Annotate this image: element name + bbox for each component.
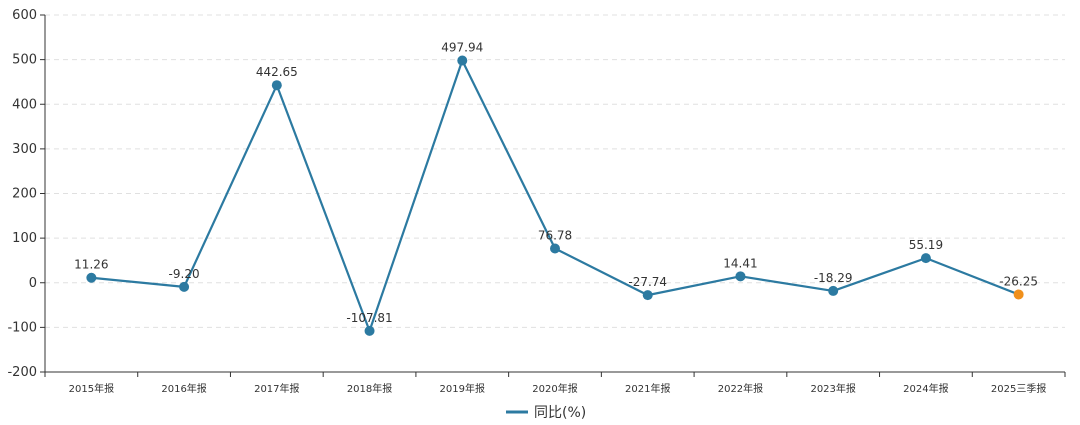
legend-label: 同比(%)	[534, 405, 586, 421]
data-point[interactable]	[86, 272, 97, 283]
data-label: -27.74	[628, 275, 667, 289]
series-line	[91, 59, 1020, 332]
data-label: -107.81	[346, 311, 392, 325]
legend[interactable]: 同比(%)	[506, 405, 586, 421]
data-point[interactable]	[920, 253, 931, 264]
y-tick-label: 400	[12, 97, 37, 112]
x-tick-label: 2024年报	[903, 382, 948, 395]
x-tick-label: 2025三季报	[991, 382, 1046, 395]
data-point[interactable]	[457, 55, 468, 66]
data-point[interactable]	[1013, 289, 1024, 300]
data-point[interactable]	[828, 285, 839, 296]
series-line-group	[86, 55, 1024, 336]
data-label: 11.26	[74, 258, 108, 272]
data-label: 76.78	[538, 228, 572, 242]
x-tick-label: 2023年报	[810, 382, 855, 395]
axes: 600 500 400 300 200 100 0 -100 -200 2015年报 2016年报 2…	[7, 8, 1066, 395]
data-point[interactable]	[550, 243, 560, 254]
data-point[interactable]	[271, 80, 282, 91]
y-tick-label: -100	[7, 320, 37, 335]
x-tick-label: 2019年报	[440, 382, 485, 395]
data-label: 55.19	[909, 238, 943, 252]
x-tick-label: 2017年报	[254, 382, 299, 395]
data-label: -18.29	[814, 271, 853, 285]
x-tick-label: 2016年报	[161, 382, 206, 395]
data-point[interactable]	[642, 290, 653, 301]
data-label: -26.25	[999, 274, 1038, 288]
x-tick-label: 2022年报	[718, 382, 763, 395]
y-tick-label: 100	[12, 231, 37, 246]
grid-lines	[45, 14, 1065, 328]
x-tick-label: 2021年报	[625, 382, 670, 395]
data-label: -9.20	[169, 267, 200, 281]
x-tick-label: 2018年报	[347, 382, 392, 395]
y-tick-label: 300	[12, 142, 37, 157]
y-tick-label: -200	[7, 365, 37, 380]
data-point[interactable]	[364, 325, 375, 336]
x-tick-label: 2015年报	[69, 382, 114, 395]
y-tick-label: 500	[12, 53, 37, 68]
y-tick-label: 600	[12, 8, 37, 23]
x-tick-label: 2020年报	[532, 382, 577, 395]
data-label: 497.94	[441, 41, 483, 55]
data-point[interactable]	[735, 271, 746, 282]
data-label: 14.41	[723, 256, 757, 270]
data-label: 442.65	[256, 65, 298, 79]
data-point[interactable]	[179, 281, 190, 292]
y-tick-label: 0	[29, 276, 37, 291]
data-labels: 11.26 -9.20 442.65 -107.81 497.94 76.78 -27.74…	[74, 41, 1038, 325]
y-tick-label: 200	[12, 187, 37, 202]
